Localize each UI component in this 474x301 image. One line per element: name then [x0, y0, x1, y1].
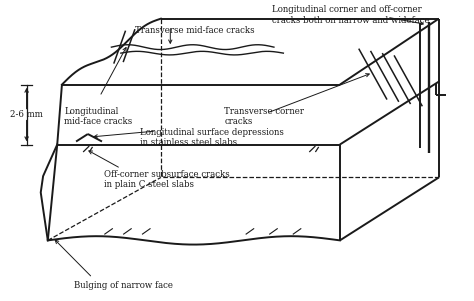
Text: Longitudinal corner and off-corner
cracks both on narrow and wideface: Longitudinal corner and off-corner crack… [272, 5, 429, 25]
Text: Off-corner subsurface cracks
in plain C steel slabs: Off-corner subsurface cracks in plain C … [104, 170, 230, 189]
Text: Longitudinal surface depressions
in stainless steel slabs: Longitudinal surface depressions in stai… [140, 128, 283, 147]
Text: Transverse corner
cracks: Transverse corner cracks [225, 107, 304, 126]
Text: Longitudinal
mid-face cracks: Longitudinal mid-face cracks [64, 107, 133, 126]
Text: Bulging of narrow face: Bulging of narrow face [74, 281, 173, 290]
Text: 2-6 mm: 2-6 mm [10, 110, 43, 119]
Text: Transverse mid-face cracks: Transverse mid-face cracks [135, 26, 255, 35]
